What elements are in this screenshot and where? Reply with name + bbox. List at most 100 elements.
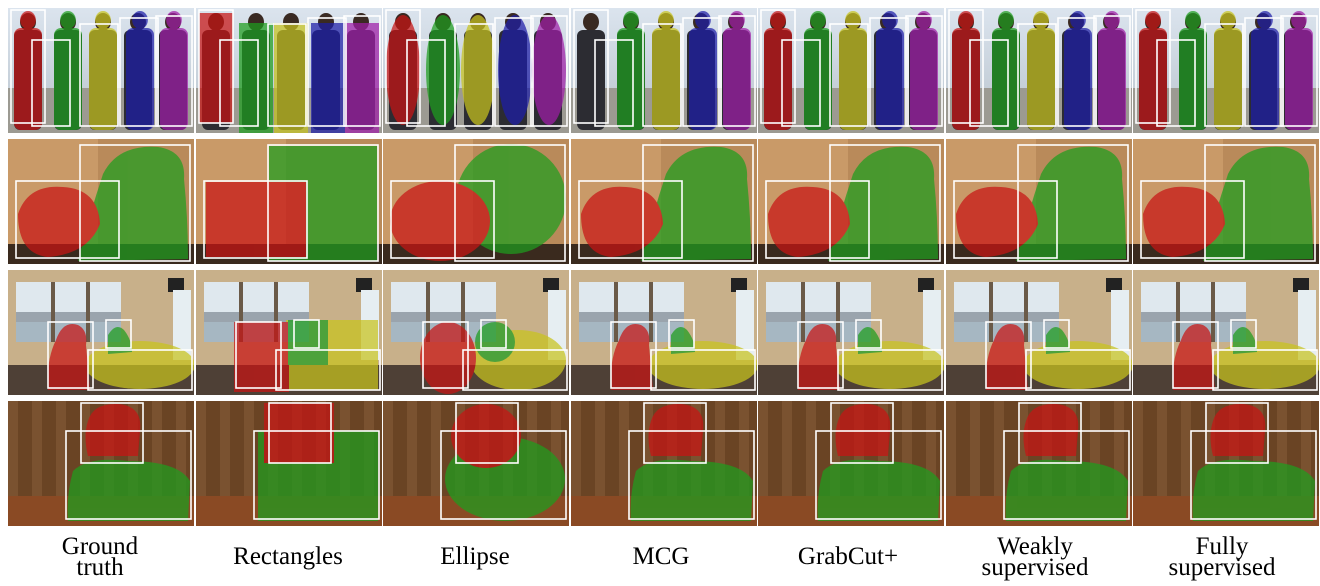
bounding-box xyxy=(641,23,682,127)
instance-mask xyxy=(688,28,717,130)
label-fully-supervised: Fully supervised xyxy=(1168,533,1276,581)
bounding-box xyxy=(829,144,941,262)
bounding-box xyxy=(530,15,568,127)
instance-mask xyxy=(1026,28,1055,130)
mask-layer xyxy=(1005,403,1128,521)
segmentation-overlay xyxy=(195,401,382,526)
bounding-box xyxy=(984,321,1032,389)
instance-mask xyxy=(1103,11,1120,29)
instance-mask xyxy=(916,11,932,29)
instance-mask xyxy=(461,15,495,125)
bounding-box xyxy=(454,23,494,127)
instance-mask xyxy=(651,28,680,130)
instance-mask xyxy=(957,11,974,29)
instance-mask xyxy=(876,28,904,130)
result-image-cabin-rect xyxy=(195,270,382,395)
mask-layer xyxy=(630,403,753,521)
mask-layer xyxy=(1139,11,1313,130)
instance-mask xyxy=(1172,324,1215,390)
mask-layer xyxy=(390,144,566,261)
bounding-box xyxy=(267,402,332,464)
instance-mask xyxy=(1069,11,1086,29)
instance-mask xyxy=(132,11,148,29)
instance-mask xyxy=(475,322,515,362)
bounding-box xyxy=(642,402,707,464)
instance-mask xyxy=(85,341,194,389)
bounding-box xyxy=(202,180,308,259)
result-image-cabin-ellipse xyxy=(383,270,569,395)
result-image-people-grabcut xyxy=(758,8,944,133)
segmentation-overlay xyxy=(8,139,194,264)
bounding-box xyxy=(572,9,609,124)
bounding-box xyxy=(1042,319,1070,349)
segmentation-overlay xyxy=(195,270,382,395)
bounding-box xyxy=(47,321,94,389)
instance-mask xyxy=(835,341,944,389)
bounding-box xyxy=(641,144,754,262)
bounding-box xyxy=(627,430,755,520)
mask-layer xyxy=(386,15,566,125)
mask-layer xyxy=(233,320,378,392)
result-image-people-ellipse xyxy=(383,8,569,133)
result-image-cabin-grabcut xyxy=(758,270,944,395)
bounding-box xyxy=(667,319,695,349)
bounding-box xyxy=(197,9,234,124)
bounding-box xyxy=(829,23,869,127)
label-mcg: MCG xyxy=(632,543,690,570)
bounding-box xyxy=(79,23,119,127)
instance-mask xyxy=(1203,146,1313,261)
instance-mask xyxy=(839,28,867,130)
bounding-box xyxy=(765,180,870,259)
bounding-box xyxy=(87,349,193,391)
result-image-people-rect xyxy=(195,8,382,133)
bounding-box xyxy=(79,144,191,262)
bounding-box xyxy=(342,15,381,127)
instance-mask xyxy=(640,146,751,261)
bounding-box xyxy=(952,180,1058,259)
bounding-box xyxy=(760,9,796,124)
instance-mask xyxy=(951,28,980,130)
bounding-box xyxy=(1205,402,1269,464)
segmentation-overlay xyxy=(1133,401,1319,526)
result-image-people-gt xyxy=(8,8,194,133)
instance-mask xyxy=(1022,341,1132,389)
bounding-box xyxy=(577,180,683,259)
instance-mask xyxy=(263,403,334,463)
instance-mask xyxy=(451,404,521,468)
mask-layer xyxy=(1192,403,1315,521)
instance-mask xyxy=(1145,11,1161,29)
bounding-box xyxy=(494,17,534,127)
mask-layer xyxy=(797,324,944,390)
instance-mask xyxy=(985,324,1028,390)
result-image-dogs-gt xyxy=(8,139,194,264)
bounding-box xyxy=(80,402,144,464)
bounding-box xyxy=(837,349,943,391)
result-image-cabin-full xyxy=(1133,270,1319,395)
bounding-box xyxy=(266,144,379,262)
segmentation-overlay xyxy=(570,139,757,264)
result-image-dogs-full xyxy=(1133,139,1319,264)
label-grabcut: GrabCut+ xyxy=(797,543,899,570)
segmentation-overlay xyxy=(945,139,1132,264)
instance-mask xyxy=(85,403,141,456)
bounding-box xyxy=(234,321,282,389)
instance-mask xyxy=(828,146,938,261)
instance-mask xyxy=(47,324,90,390)
bounding-box xyxy=(681,17,722,127)
segmentation-overlay xyxy=(8,401,194,526)
bounding-box xyxy=(1244,17,1284,127)
instance-mask xyxy=(797,324,840,390)
instance-mask xyxy=(310,23,345,133)
bounding-box xyxy=(119,17,159,127)
bounding-box xyxy=(1204,23,1244,127)
instance-mask xyxy=(622,11,639,29)
bounding-box xyxy=(454,144,566,262)
instance-mask xyxy=(166,11,182,29)
instance-mask xyxy=(630,459,753,521)
instance-mask xyxy=(1063,28,1092,130)
instance-mask xyxy=(648,403,703,456)
bounding-box xyxy=(905,15,943,127)
instance-mask xyxy=(764,28,792,130)
instance-mask xyxy=(810,11,826,29)
bounding-box xyxy=(406,39,446,127)
